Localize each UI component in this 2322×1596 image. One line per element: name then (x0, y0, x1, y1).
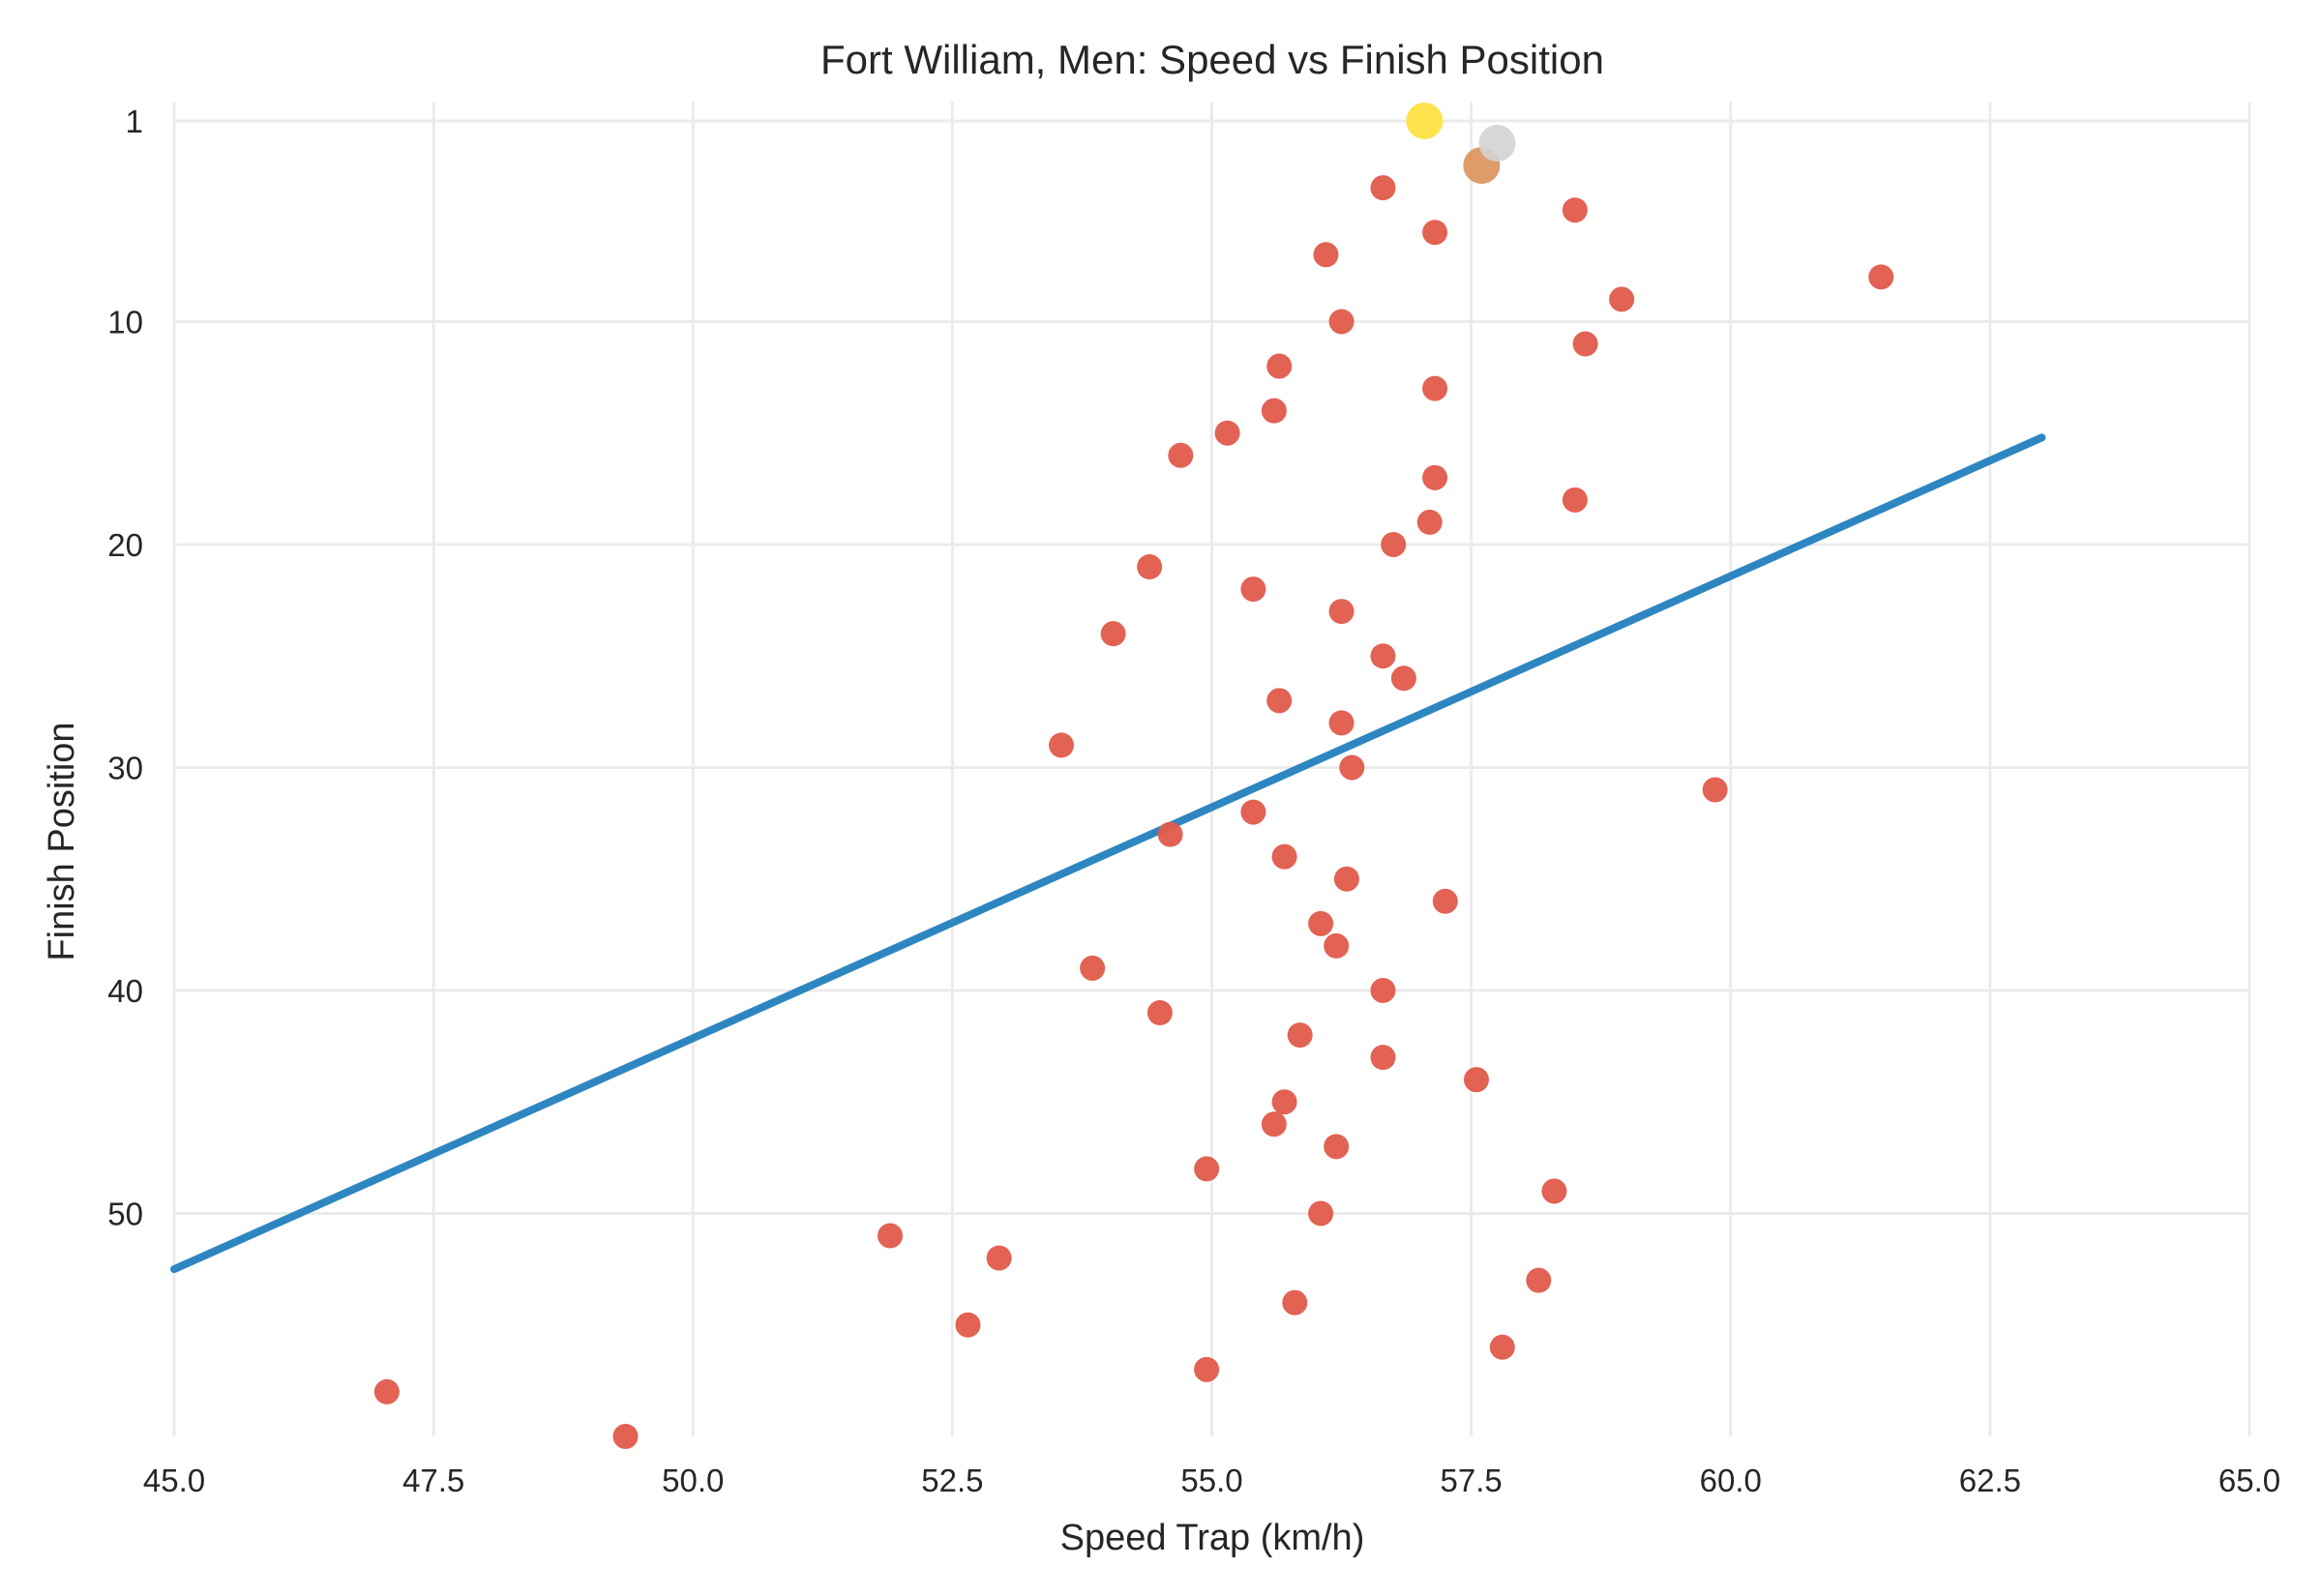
data-point (1416, 509, 1443, 535)
data-point (1287, 1022, 1313, 1049)
data-point (1463, 1067, 1489, 1093)
podium-layer (1406, 103, 1516, 185)
data-point (1308, 1200, 1334, 1227)
y-tick-label: 50 (107, 1196, 143, 1231)
data-point (1266, 353, 1293, 379)
ticks-layer: 45.0 47.5 50.0 52.5 55.0 57.5 60.0 62.5 65.0 1 10 2… (107, 103, 2280, 1498)
data-point (1370, 1045, 1396, 1071)
data-point (1271, 843, 1297, 870)
data-point (612, 1424, 639, 1449)
data-point (1381, 531, 1407, 557)
y-tick-label: 20 (107, 527, 143, 563)
y-tick-label: 30 (107, 750, 143, 785)
grid-layer (172, 102, 2251, 1436)
data-point (1422, 220, 1448, 246)
data-point (1333, 866, 1359, 892)
data-point (1370, 643, 1396, 669)
x-tick-label: 50.0 (662, 1463, 724, 1498)
data-point (1282, 1289, 1308, 1315)
x-tick-label: 52.5 (921, 1463, 983, 1498)
data-point (1324, 932, 1350, 959)
data-point (1313, 242, 1339, 268)
data-point (1339, 754, 1365, 781)
data-point (1048, 732, 1074, 758)
data-point (1080, 955, 1106, 981)
x-axis-label: Speed Trap (km/h) (1060, 1518, 1365, 1558)
data-point (1100, 621, 1126, 647)
x-tick-label: 55.0 (1180, 1463, 1242, 1498)
x-tick-label: 57.5 (1441, 1463, 1503, 1498)
data-point (986, 1245, 1012, 1271)
data-point (1526, 1267, 1552, 1293)
data-point (955, 1312, 981, 1338)
data-point (1328, 309, 1354, 335)
data-point (1370, 977, 1396, 1003)
data-point (1214, 420, 1240, 446)
y-tick-label: 10 (107, 304, 143, 340)
data-point (1868, 264, 1894, 290)
y-axis-label: Finish Position (42, 722, 82, 961)
data-point (1194, 1156, 1220, 1182)
x-tick-label: 60.0 (1700, 1463, 1762, 1498)
data-point (1370, 175, 1396, 201)
data-point (1261, 398, 1287, 424)
data-point (1324, 1134, 1350, 1160)
data-point (1328, 710, 1354, 736)
data-point (373, 1378, 400, 1404)
data-point (1137, 554, 1163, 580)
data-point (1308, 910, 1334, 936)
data-point (1572, 331, 1598, 357)
data-point (1328, 599, 1354, 625)
points-layer (373, 175, 1894, 1449)
data-point (878, 1223, 904, 1249)
data-point (1562, 487, 1588, 513)
data-point (1702, 777, 1728, 803)
x-tick-label: 45.0 (143, 1463, 205, 1498)
data-point (1541, 1178, 1567, 1204)
y-tick-label: 40 (107, 973, 143, 1009)
data-point (1609, 286, 1635, 312)
data-point (1168, 442, 1194, 468)
data-point (1422, 375, 1448, 401)
data-point (1194, 1356, 1220, 1382)
data-point (1157, 821, 1183, 847)
data-point (1261, 1111, 1287, 1138)
data-point (1271, 1089, 1297, 1115)
data-point (1266, 688, 1293, 714)
x-tick-label: 62.5 (1959, 1463, 2021, 1498)
data-point (1562, 197, 1588, 223)
data-point (1489, 1334, 1515, 1360)
y-tick-label: 1 (126, 103, 143, 139)
data-point (1146, 1000, 1173, 1026)
chart-title: Fort William, Men: Speed vs Finish Posit… (820, 37, 1604, 82)
podium-point-gold (1406, 103, 1444, 139)
data-point (1240, 576, 1266, 603)
data-point (1422, 464, 1448, 490)
x-tick-label: 65.0 (2218, 1463, 2280, 1498)
podium-point-silver (1478, 125, 1516, 163)
data-point (1390, 665, 1416, 692)
data-point (1240, 799, 1266, 825)
trend-layer (170, 433, 2046, 1274)
trend-line (170, 433, 2046, 1274)
x-tick-label: 47.5 (402, 1463, 464, 1498)
data-point (1432, 888, 1458, 914)
